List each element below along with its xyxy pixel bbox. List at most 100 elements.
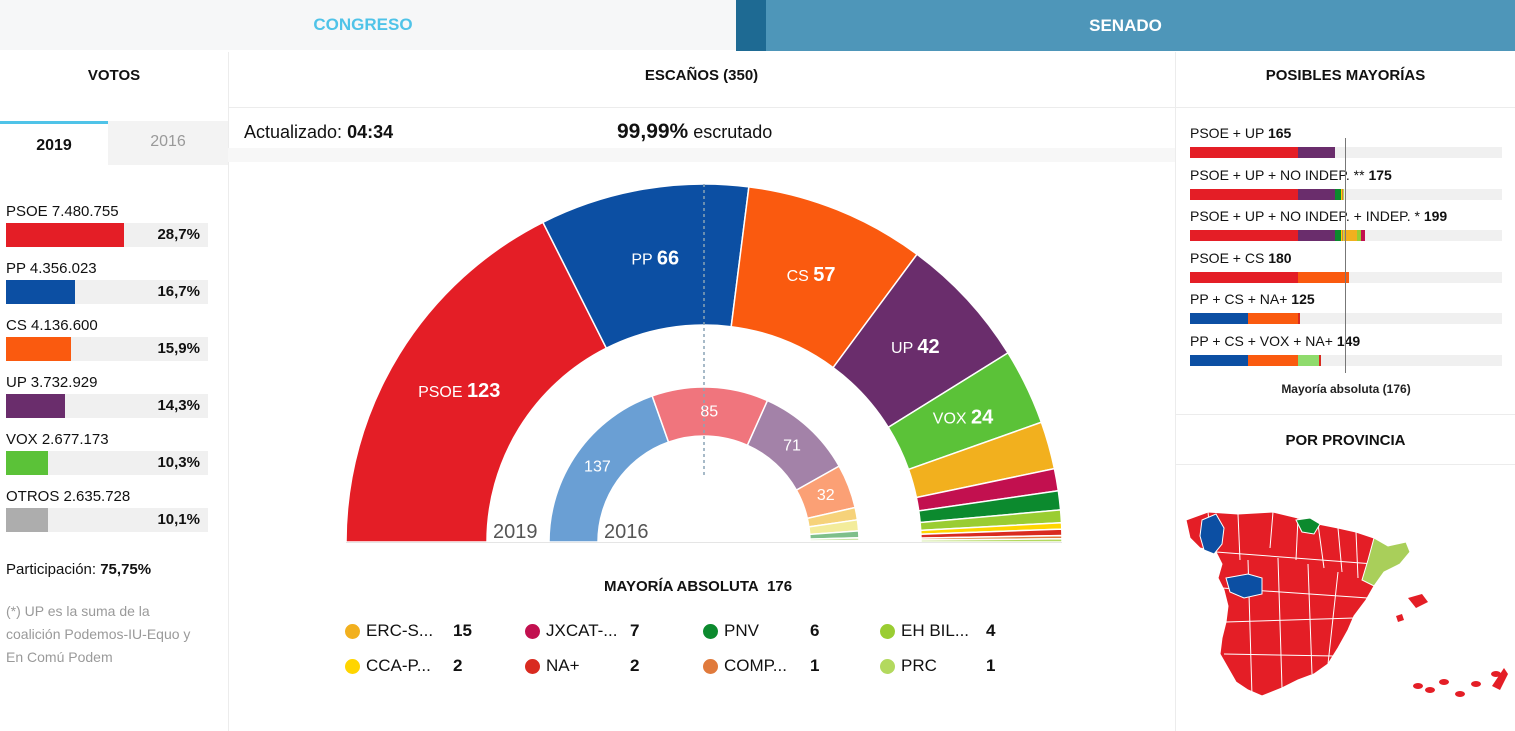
legend-value: 2 <box>453 656 463 675</box>
map-balearic-islands[interactable] <box>1408 594 1428 608</box>
tab-senado-label: SENADO <box>1089 15 1162 35</box>
map-balearic-islands[interactable] <box>1396 614 1404 622</box>
majority-threshold-line <box>1345 138 1346 373</box>
majority-threshold-caption: Mayoría absoluta (176) <box>1281 382 1411 396</box>
coalition-name: PSOE + UP <box>1190 125 1265 141</box>
map-canary-islands[interactable] <box>1425 687 1435 693</box>
coalition-bar-track <box>1190 188 1502 200</box>
legend-name: EH BIL... <box>901 621 970 640</box>
map-province-pp[interactable] <box>1225 573 1263 599</box>
year-tab-2019[interactable]: 2019 <box>0 121 108 165</box>
coalition-bar-segment <box>1298 271 1349 283</box>
map-province-erc[interactable] <box>1361 537 1411 587</box>
map-canary-islands[interactable] <box>1471 681 1481 687</box>
hemicycle-slice-2016-cc[interactable] <box>809 539 860 543</box>
hemicycle-label-party: PP <box>631 252 657 269</box>
hemicycle-label: 137 <box>584 459 611 476</box>
coalition-bar-track <box>1190 313 1502 324</box>
majority-label-text: MAYORÍA ABSOLUTA <box>604 578 759 595</box>
vote-bar-track <box>6 223 208 247</box>
coalition-bar-segment <box>1319 354 1322 366</box>
vote-percentage: 16,7% <box>157 283 200 300</box>
hemicycle-slice-2019-psoe[interactable] <box>345 221 608 543</box>
legend-item: ERC-S... <box>345 621 433 641</box>
tab-senado[interactable]: SENADO <box>736 0 1515 51</box>
map-province-border <box>1307 563 1313 675</box>
legend-dot-icon <box>880 623 895 639</box>
legend-name: COMP... <box>724 656 787 675</box>
legend-value: 7 <box>630 621 640 640</box>
provincia-top-divider <box>1176 414 1515 415</box>
year-tab-2016[interactable]: 2016 <box>108 121 228 165</box>
coalition-seats: 125 <box>1291 291 1315 307</box>
counted-label: escrutado <box>693 122 773 142</box>
counted-status: 99,99% escrutado <box>617 120 772 144</box>
map-canary-islands[interactable] <box>1492 668 1508 690</box>
map-province-border <box>1237 513 1241 561</box>
legend-value: 1 <box>986 656 996 675</box>
tab-congreso-label: CONGRESO <box>313 15 413 34</box>
vote-label: UP 3.732.929 <box>6 374 98 391</box>
coalition-bar-segment <box>1340 230 1343 241</box>
map-province-border <box>1295 517 1299 561</box>
vote-bar-fill <box>6 451 49 475</box>
map-canary-islands[interactable] <box>1455 691 1465 697</box>
coalition-bar-segment <box>1360 230 1366 241</box>
legend-value: 2 <box>630 656 640 675</box>
legend-item: EH BIL... <box>880 621 969 641</box>
coalition-seats: 175 <box>1368 166 1392 183</box>
vote-bar-track <box>6 451 208 475</box>
tab-senado-stripe <box>736 0 766 51</box>
coalition-bar-track <box>1190 271 1502 283</box>
coalition-bar-segment <box>1298 230 1336 241</box>
map-canary-islands[interactable] <box>1439 679 1449 685</box>
vote-bar-track <box>6 508 208 532</box>
tab-congreso[interactable]: CONGRESO <box>0 0 736 50</box>
map-province-border <box>1277 557 1283 689</box>
map-canary-islands[interactable] <box>1491 671 1501 677</box>
coalition-bar-segment <box>1343 230 1345 241</box>
map-province-border <box>1269 511 1274 549</box>
vote-percentage: 28,7% <box>157 226 200 243</box>
hemicycle-year-label: 2019 <box>493 521 538 543</box>
coalition-bar-segment <box>1190 271 1299 283</box>
legend-name: PRC <box>901 656 937 675</box>
footnote: (*) UP es la suma de la coalición Podemo… <box>6 603 191 665</box>
vote-bar-fill <box>6 394 65 418</box>
coalition-label: PSOE + UP + NO INDEP. + INDEP. * 199 <box>1190 208 1447 224</box>
legend-item: JXCAT-... <box>525 621 617 641</box>
legend-dot-icon <box>525 623 540 639</box>
vote-bar-fill <box>6 223 124 247</box>
legend-value: 15 <box>453 621 472 640</box>
map-province-border <box>1327 571 1339 665</box>
participacion: Participación: 75,75% <box>6 561 151 578</box>
hemicycle-label: CS 57 <box>787 264 836 286</box>
coalition-bar-track <box>1190 147 1502 158</box>
vote-label: VOX 2.677.173 <box>6 431 109 448</box>
hemicycle-label-party: PSOE <box>418 384 467 401</box>
hemicycle-label: PP 66 <box>631 248 679 270</box>
map-province-border <box>1223 653 1335 657</box>
vote-bar-track <box>6 394 208 418</box>
spain-provinces-map[interactable] <box>1178 468 1513 728</box>
coalition-bar-segment <box>1248 313 1299 324</box>
updated-label: Actualizado: <box>244 122 343 142</box>
vote-label: PP 4.356.023 <box>6 260 97 277</box>
hemicycle-label-seats: 66 <box>657 248 679 270</box>
hemicycle-slice-2019-prc[interactable] <box>920 538 1063 543</box>
hemicycle-label-party: VOX <box>933 410 971 427</box>
legend-item: CCA-P... <box>345 656 431 676</box>
coalition-label: PP + CS + VOX + NA+ 149 <box>1190 333 1360 349</box>
legend-dot-icon <box>703 623 718 639</box>
hemicycle-label-party: UP <box>891 340 917 357</box>
coalition-name: PP + CS + NA+ <box>1190 291 1288 307</box>
map-province-pp[interactable] <box>1199 513 1225 555</box>
coalition-seats: 149 <box>1336 332 1361 349</box>
map-canary-islands[interactable] <box>1413 683 1423 689</box>
map-province-pnv[interactable] <box>1295 517 1321 535</box>
legend-dot-icon <box>703 658 718 674</box>
legend-name: JXCAT-... <box>546 621 618 640</box>
mayorias-header: POSIBLES MAYORÍAS <box>1265 67 1426 84</box>
hemicycle-label-seats: 24 <box>971 406 994 428</box>
coalition-bar-segment <box>1298 147 1336 158</box>
